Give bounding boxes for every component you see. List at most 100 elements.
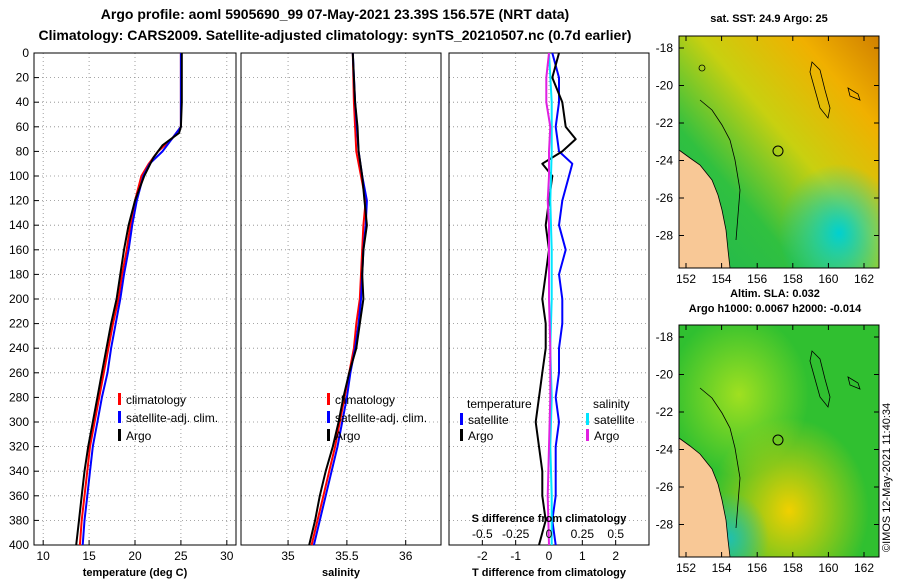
map-lat-label: -28 (656, 518, 674, 532)
map-lon-label: 152 (676, 561, 696, 575)
temperature-xlabel: temperature (deg C) (83, 567, 188, 579)
difference-legend-salinity-title: salinity (593, 397, 630, 411)
salinity-xtick-label: 35.5 (335, 549, 359, 563)
salinity-line-argo (308, 52, 368, 546)
temperature-panel: 10 15 20 25 30 temperature (deg C) climatology… (33, 52, 237, 579)
difference-line-temperature-argo (534, 52, 577, 546)
difference-legend-temp-item: Argo (468, 429, 494, 443)
difference-legend-swatch (460, 429, 463, 441)
salinity-xlabel: salinity (322, 567, 361, 579)
depth-tick-label: 20 (16, 71, 30, 85)
sst-shelf-contour (699, 99, 741, 241)
sst-reef-contour (809, 61, 831, 119)
map-lon-label: 160 (818, 561, 838, 575)
map-lon-label: 160 (818, 272, 838, 286)
sla-argo-location (772, 434, 784, 446)
depth-tick-label: 380 (9, 513, 29, 527)
difference-legend-temp-item: satellite (468, 413, 509, 427)
temperature-legend-swatch (118, 411, 121, 423)
difference-legend-swatch (460, 413, 463, 425)
map-lat-label: -26 (656, 480, 674, 494)
sla-map-subtitle: Argo h1000: 0.0067 h2000: -0.014 (689, 303, 862, 315)
salinity-panel: 35 35.5 36 salinity climatology satellite-adj… (240, 52, 442, 579)
difference-top-tick-label: 0.5 (607, 527, 624, 541)
temperature-legend-label: Argo (126, 429, 152, 443)
difference-panel: -2 -1 0 1 2 T difference from climatology S di… (448, 52, 650, 579)
temperature-xtick-label: 15 (82, 549, 96, 563)
salinity-legend-label: Argo (335, 429, 361, 443)
salinity-legend-swatch (327, 411, 330, 423)
sst-map-title: sat. SST: 24.9 Argo: 25 (710, 13, 828, 25)
depth-tick-label: 300 (9, 415, 29, 429)
depth-tick-label: 140 (9, 218, 29, 232)
salinity-legend-swatch (327, 393, 330, 405)
map-lat-label: -18 (656, 41, 674, 55)
difference-top-tick-label: -0.25 (502, 527, 530, 541)
map-lat-label: -22 (656, 405, 674, 419)
map-lat-label: -20 (656, 79, 674, 93)
depth-tick-label: 360 (9, 489, 29, 503)
salinity-legend-swatch (327, 429, 330, 441)
map-lon-label: 156 (747, 272, 767, 286)
difference-xlabel: T difference from climatology (472, 567, 627, 579)
difference-line-salinity-argo (545, 52, 552, 546)
temperature-xtick-label: 10 (37, 549, 51, 563)
sla-shelf-contour (699, 387, 741, 529)
difference-legend-sal-item: Argo (594, 429, 620, 443)
difference-top-axis-label: S difference from climatology (472, 513, 628, 525)
temperature-xtick-label: 20 (128, 549, 142, 563)
sst-map: sat. SST: 24.9 Argo: 25 -18 -20 -22 -24 -26 -… (656, 13, 880, 286)
map-lon-label: 152 (676, 272, 696, 286)
depth-tick-label: 60 (16, 120, 30, 134)
difference-legend-swatch (586, 429, 589, 441)
depth-tick-label: 160 (9, 243, 29, 257)
depth-tick-label: 120 (9, 194, 29, 208)
map-lat-label: -22 (656, 116, 674, 130)
depth-tick-label: 40 (16, 95, 30, 109)
difference-xtick-label: 2 (612, 549, 619, 563)
difference-top-tick-label: -0.5 (472, 527, 493, 541)
depth-axis: 0 20 40 60 80 100 120 140 160 180 200 220 240 260 280 3… (9, 46, 39, 552)
map-lat-label: -24 (656, 443, 674, 457)
map-lat-label: -20 (656, 368, 674, 382)
depth-tick-label: 100 (9, 169, 29, 183)
map-lat-label: -18 (656, 330, 674, 344)
salinity-xtick-label: 36 (399, 549, 413, 563)
map-lon-label: 162 (854, 272, 874, 286)
depth-tick-label: 180 (9, 267, 29, 281)
map-lat-label: -28 (656, 229, 674, 243)
map-lon-label: 156 (747, 561, 767, 575)
difference-line-salinity-satellite (548, 52, 553, 545)
map-lon-label: 158 (783, 272, 803, 286)
map-lon-label: 154 (712, 272, 732, 286)
sla-reef-contour (809, 350, 831, 408)
depth-tick-label: 240 (9, 341, 29, 355)
difference-xtick-label: -2 (477, 549, 488, 563)
depth-tick-label: 200 (9, 292, 29, 306)
depth-tick-label: 400 (9, 538, 29, 552)
salinity-legend-label: climatology (335, 393, 395, 407)
depth-tick-label: 320 (9, 440, 29, 454)
difference-top-tick-label: 0.25 (571, 527, 595, 541)
depth-tick-label: 80 (16, 144, 30, 158)
temperature-legend-swatch (118, 393, 121, 405)
depth-tick-label: 220 (9, 317, 29, 331)
temperature-legend-swatch (118, 429, 121, 441)
difference-line-temperature-satellite (551, 52, 574, 546)
map-lon-label: 154 (712, 561, 732, 575)
salinity-xtick-label: 35 (281, 549, 295, 563)
temperature-legend-label: climatology (126, 393, 186, 407)
map-lat-label: -24 (656, 154, 674, 168)
sla-map: Altim. SLA: 0.032 Argo h1000: 0.0067 h20… (656, 288, 880, 575)
map-lon-label: 158 (783, 561, 803, 575)
salinity-line-climatology (310, 52, 367, 546)
temperature-xtick-label: 25 (174, 549, 188, 563)
map-lon-label: 162 (854, 561, 874, 575)
title-line-2: Climatology: CARS2009. Satellite-adjuste… (38, 27, 632, 43)
sla-map-title: Altim. SLA: 0.032 (730, 288, 820, 300)
temperature-legend-label: satellite-adj. clim. (126, 411, 218, 425)
difference-xtick-label: -1 (510, 549, 521, 563)
difference-legend-swatch (586, 413, 589, 425)
difference-legend-temperature-title: temperature (467, 397, 532, 411)
